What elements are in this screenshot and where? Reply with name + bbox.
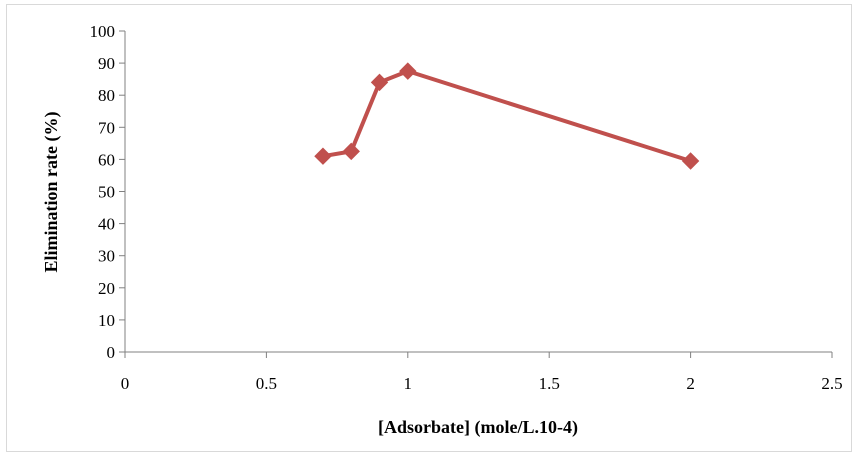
y-axis-ticks: 0 10 20 30 40 50 60 70 80 90 100 [90, 22, 125, 362]
data-point-marker [314, 147, 332, 165]
y-tick-label: 40 [98, 215, 115, 234]
y-axis-title: Elimination rate (%) [41, 112, 62, 273]
y-tick-label: 90 [98, 54, 115, 73]
data-point-marker [399, 62, 417, 80]
x-tick-label: 2 [686, 374, 695, 393]
x-tick-label: 1.5 [539, 374, 560, 393]
y-tick-label: 50 [98, 183, 115, 202]
y-tick-label: 10 [98, 311, 115, 330]
y-tick-label: 20 [98, 279, 115, 298]
data-point-marker [370, 73, 389, 92]
y-tick-label: 80 [98, 86, 115, 105]
data-point-marker [342, 142, 360, 161]
x-tick-label: 0 [121, 374, 130, 393]
y-tick-label: 60 [98, 150, 115, 169]
y-tick-label: 0 [107, 343, 116, 362]
y-tick-label: 100 [90, 22, 116, 41]
x-tick-label: 0.5 [256, 374, 277, 393]
x-tick-label: 1 [404, 374, 413, 393]
series-layer [314, 62, 700, 170]
y-tick-label: 30 [98, 247, 115, 266]
x-axis-ticks: 0 0.5 1 1.5 2 2.5 [121, 352, 843, 393]
x-axis-title: [Adsorbate] (mole/L.10-4) [378, 417, 578, 438]
x-tick-label: 2.5 [821, 374, 842, 393]
y-tick-label: 70 [98, 118, 115, 137]
data-point-marker [681, 152, 700, 170]
